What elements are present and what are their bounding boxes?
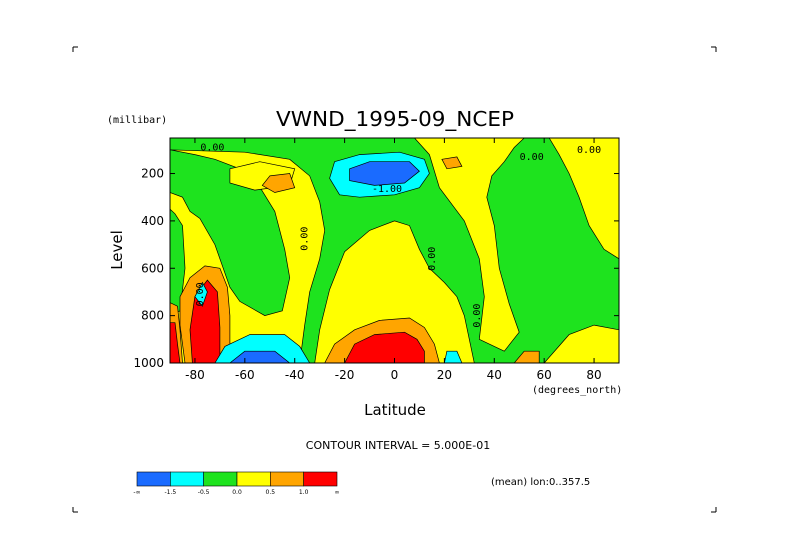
plot-area: 0.00-1.000.000.000.000.000.000.000.00 [169,137,620,364]
y-axis: 200 400 600 800 1000 [133,167,619,370]
contour-label-4: 0.00 [300,227,311,251]
y-tick-label-1: 400 [141,214,164,228]
x-tick-label-4: 0 [391,368,399,382]
colorbar-label-5: 1.0 [299,489,309,496]
contour-region-19 [194,281,208,307]
y-tick-label-0: 200 [141,167,164,181]
contour-label-1: -1.00 [372,184,402,195]
x-tick-label-1: -60 [235,368,255,382]
y-tick-label-3: 800 [141,309,164,323]
contour-region-3 [548,138,619,260]
colorbar-swatch-5 [303,471,338,487]
colorbar-label-1: -1.5 [164,489,176,496]
colorbar-swatch-4 [270,471,304,487]
x-tick-label-5: 20 [437,368,452,382]
x-axis: -80 -60 -40 -20 0 20 40 60 80 [185,138,602,382]
contour-label-6: 0.00 [472,304,483,328]
corner-marks [72,46,717,513]
contour-label-5: 0.00 [427,247,438,271]
contour-label-3: 0.00 [577,145,601,156]
x-tick-label-3: -20 [335,368,355,382]
colorbar-label-4: 0.5 [266,489,276,496]
contour-region-11 [513,350,540,363]
x-axis-label: Latitude [364,401,426,419]
x-tick-label-2: -40 [285,368,305,382]
contour-region-16 [349,161,420,186]
x-tick-label-0: -80 [185,368,205,382]
contour-region-14 [344,331,425,363]
mean-label: (mean) lon:0..357.5 [491,477,590,488]
colorbar-swatch-2 [203,471,238,487]
colorbar-swatch-1 [170,471,204,487]
chart-title: VWND_1995-09_NCEP [276,107,514,131]
contour-region-20 [444,350,463,363]
colorbar-swatch-0 [136,471,171,487]
contour-interval-label: CONTOUR INTERVAL = 5.000E-01 [306,439,490,452]
contour-region-2 [414,138,525,352]
colorbar-swatch-3 [236,471,271,487]
contour-region-4 [543,324,619,363]
contour-region-13 [170,322,181,363]
x-tick-label-6: 40 [487,368,502,382]
contour-region-1 [314,220,475,363]
y-units-label: (millibar) [107,115,167,126]
colorbar-label-2: -0.5 [198,489,210,496]
y-axis-label: Level [108,230,126,270]
contour-label-2: 0.00 [520,152,544,163]
colorbar: -∞ -1.5 -0.5 0.0 0.5 1.0 ∞ [133,471,340,496]
contour-label-7: 0.00 [195,282,206,306]
contour-region-6 [261,173,296,193]
x-tick-label-8: 80 [586,368,601,382]
colorbar-label-3: 0.0 [232,489,242,496]
x-tick-label-7: 60 [537,368,552,382]
y-tick-label-2: 600 [141,261,164,275]
colorbar-label-0: -∞ [133,489,140,496]
colorbar-label-6: ∞ [335,489,340,496]
x-units-label: (degrees_north) [532,385,622,396]
contour-label-0: 0.00 [200,142,224,153]
contour-region-10 [441,156,463,170]
y-tick-label-4: 1000 [133,356,164,370]
